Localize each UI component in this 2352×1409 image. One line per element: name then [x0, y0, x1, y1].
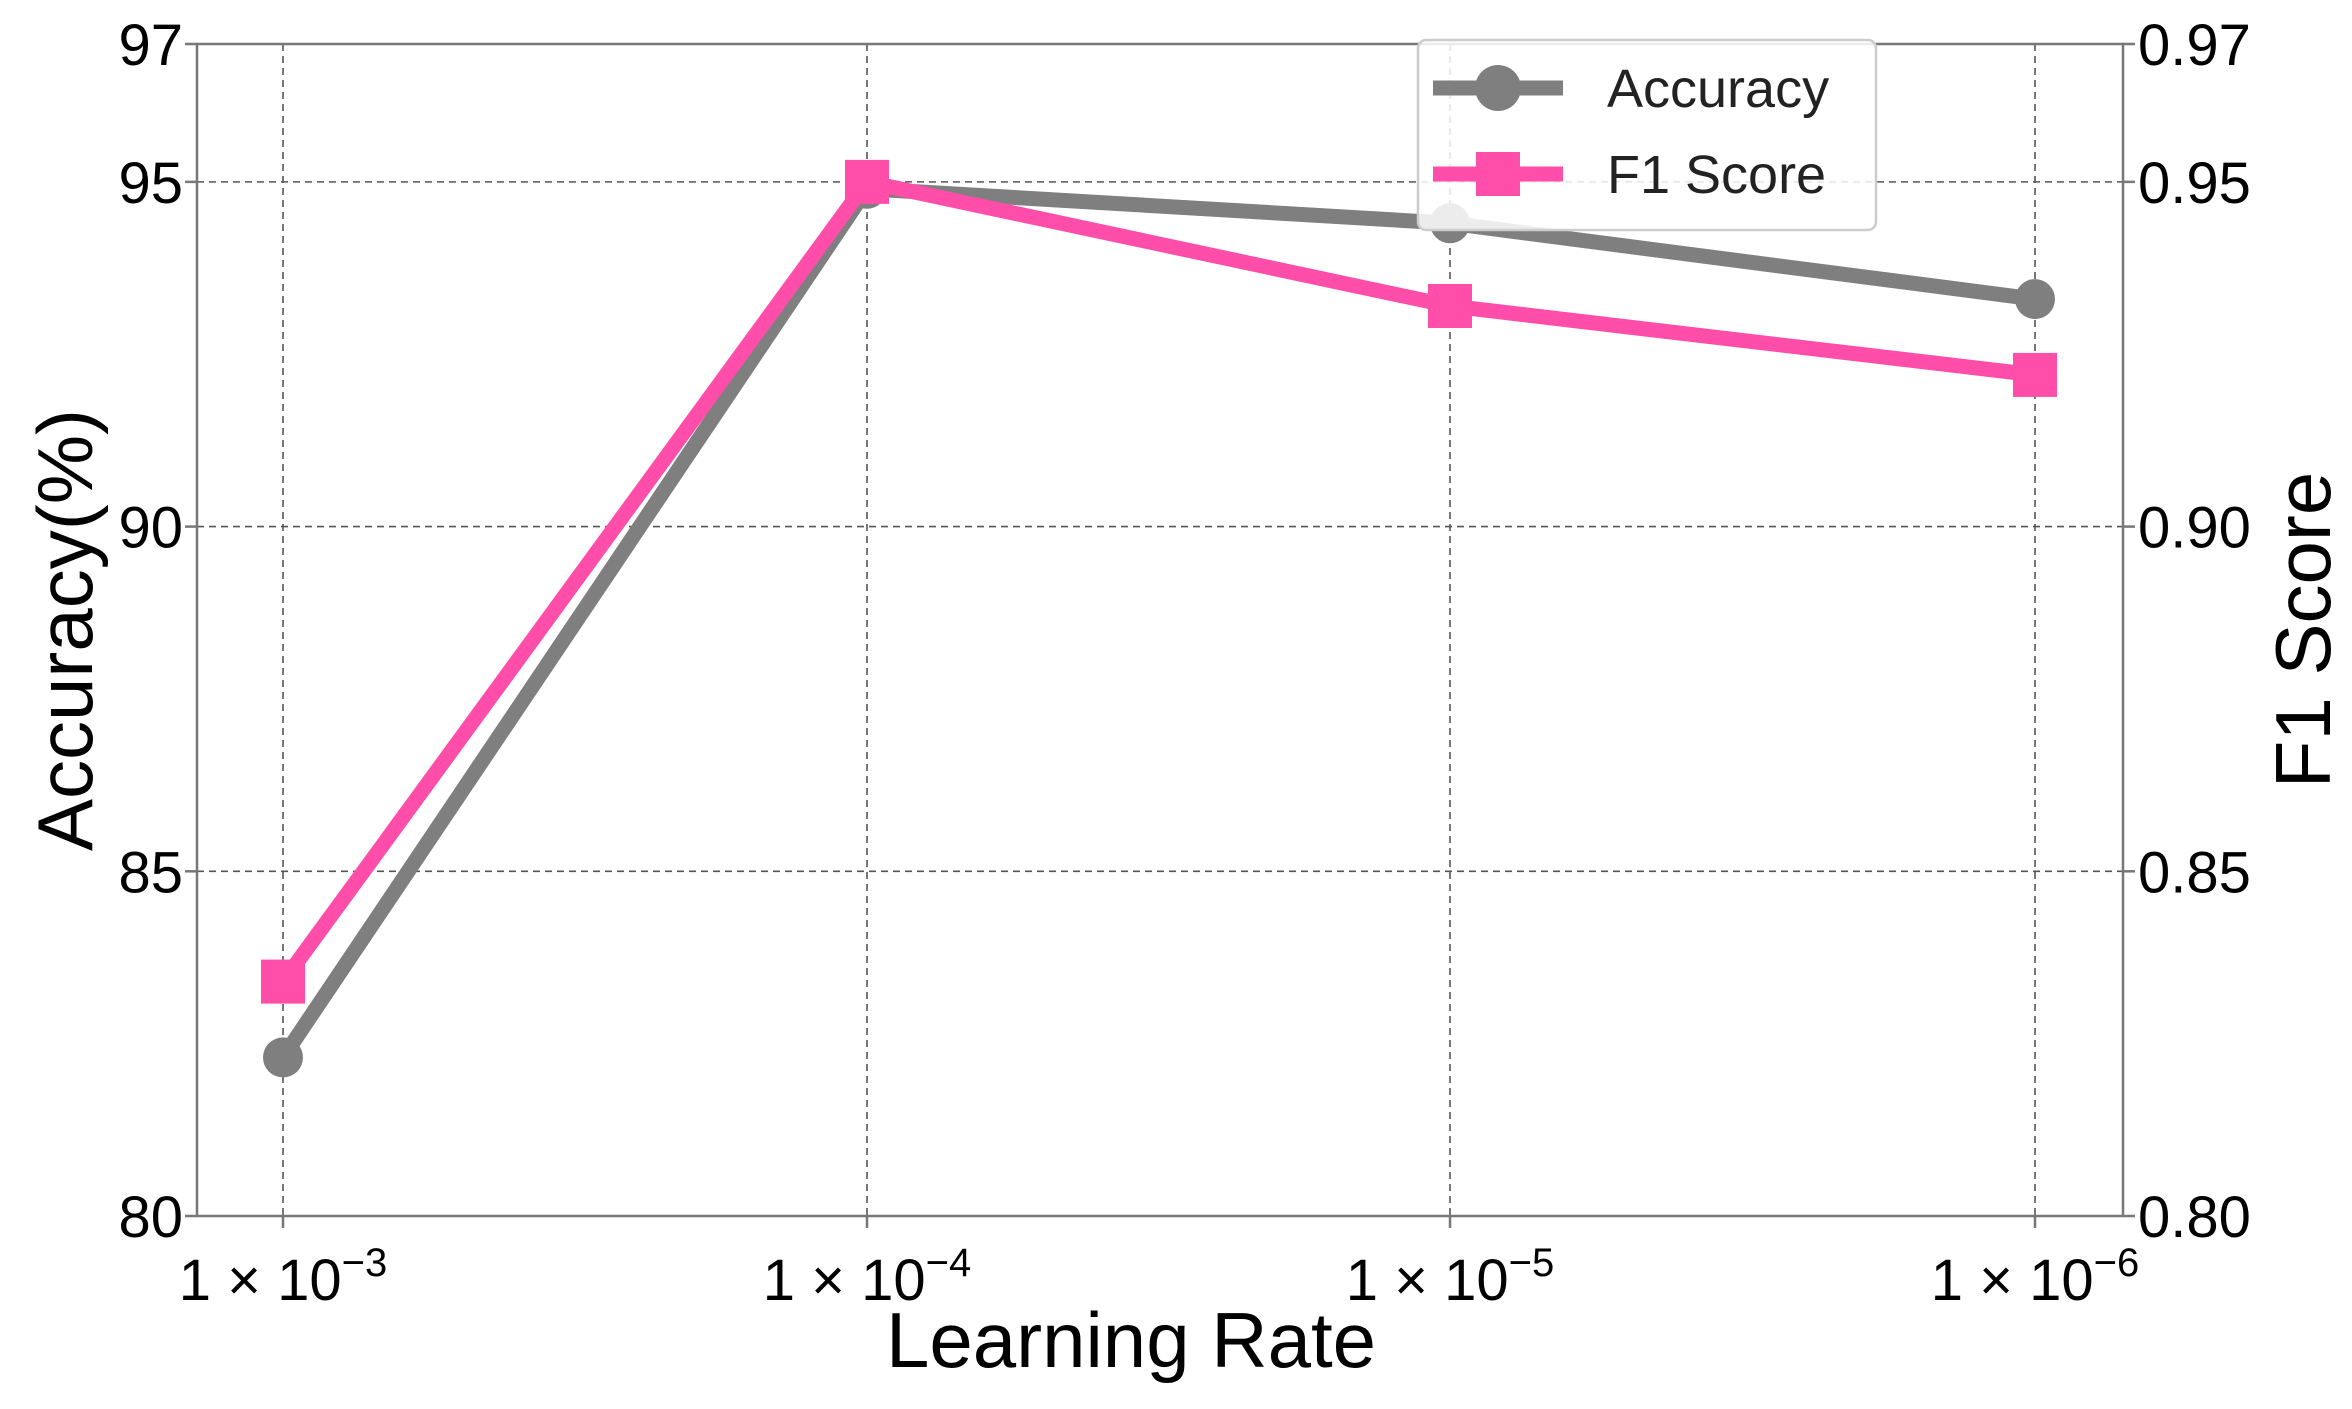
- f1-point: [1428, 283, 1472, 328]
- legend-f1-marker: [1476, 152, 1520, 196]
- y-right-tick-label: 0.85: [2138, 840, 2251, 905]
- legend-accuracy-marker: [1475, 65, 1521, 111]
- y-left-tick-label: 95: [118, 151, 183, 216]
- x-tick-label: 1 × 10−4: [763, 1241, 971, 1313]
- x-axis-title: Learning Rate: [886, 1296, 1376, 1384]
- y-right-tick-label: 0.80: [2138, 1185, 2251, 1250]
- y-right-tick-label: 0.90: [2138, 496, 2251, 561]
- y-left-tick-label: 80: [118, 1185, 183, 1250]
- f1-point: [2013, 352, 2057, 397]
- y-axis-right-title: F1 Score: [2259, 472, 2347, 788]
- x-tick-label: 1 × 10−3: [179, 1241, 387, 1313]
- y-axis-left-title: Accuracy(%): [21, 409, 109, 851]
- legend-f1-label: F1 Score: [1607, 145, 1826, 205]
- x-tick-label: 1 × 10−5: [1346, 1241, 1554, 1313]
- accuracy-point: [263, 1037, 303, 1078]
- legend-accuracy-label: Accuracy: [1607, 59, 1829, 119]
- legend: Accuracy F1 Score: [1416, 38, 1878, 232]
- plot-frame: [195, 42, 2125, 1218]
- accuracy-point: [2015, 279, 2055, 320]
- axis-ticks: 1 × 10−3 1 × 10−4 1 × 10−5 1 × 10−6 80 85 90 95…: [118, 13, 2250, 1313]
- f1-series-line: [276, 174, 2036, 987]
- y-left-tick-label: 97: [118, 13, 183, 78]
- accuracy-series-line: [276, 181, 2036, 1062]
- grid-lines: [197, 44, 2123, 1216]
- series-layer: [261, 159, 2057, 1078]
- y-left-tick-label: 85: [118, 840, 183, 905]
- y-right-tick-label: 0.97: [2138, 13, 2251, 78]
- x-tick-label: 1 × 10−6: [1931, 1241, 2139, 1313]
- f1-point: [845, 159, 889, 204]
- y-right-tick-label: 0.95: [2138, 151, 2251, 216]
- y-left-tick-label: 90: [118, 496, 183, 561]
- f1-point: [261, 959, 305, 1004]
